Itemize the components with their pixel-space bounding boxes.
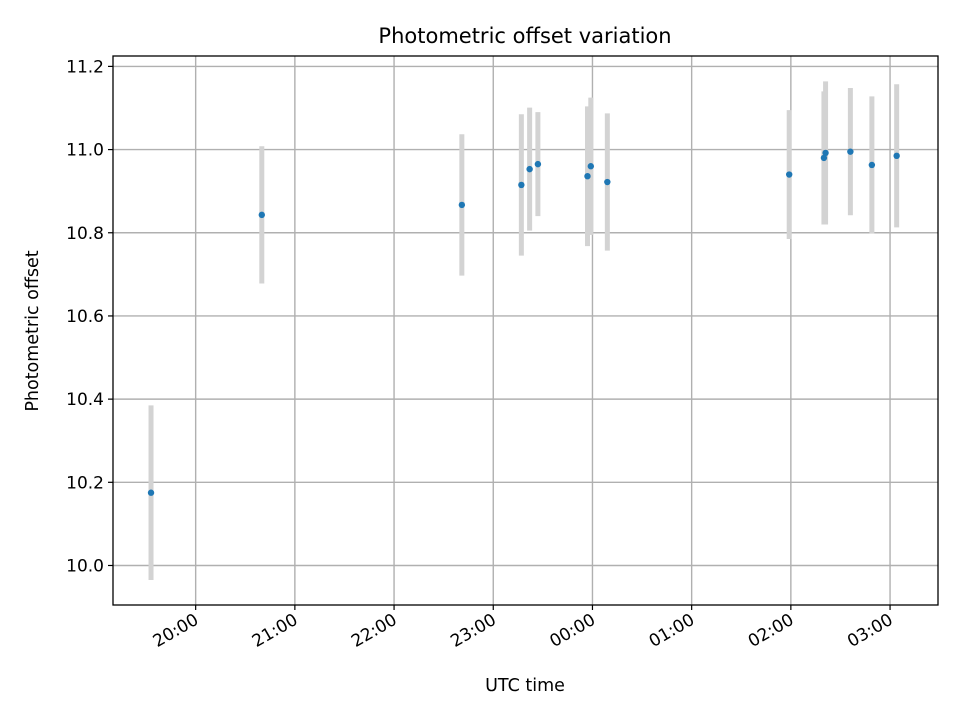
y-tick-label: 10.2 xyxy=(66,473,104,493)
data-point xyxy=(584,172,591,180)
data-point xyxy=(820,154,828,162)
y-axis-label: Photometric offset xyxy=(23,250,43,411)
error-bars xyxy=(148,81,900,581)
x-tick-label: 21:00 xyxy=(249,610,301,652)
y-axis: 10.0 10.2 10.4 10.6 10.8 11.0 11.2 xyxy=(66,57,113,576)
y-tick-label: 11.0 xyxy=(66,141,104,161)
y-tick-label: 10.4 xyxy=(66,390,104,410)
data-point xyxy=(258,211,265,219)
data-point xyxy=(534,160,542,168)
data-point xyxy=(893,152,900,160)
y-tick-label: 10.6 xyxy=(66,307,104,327)
data-point xyxy=(604,178,611,186)
x-tick-label: 23:00 xyxy=(447,610,499,652)
y-tick-label: 11.2 xyxy=(66,57,104,77)
y-tick-label: 10.0 xyxy=(66,556,104,576)
data-point xyxy=(587,163,595,170)
x-axis: 20:00 21:00 22:00 23:00 00:00 01:00 02:00 03:00 xyxy=(150,605,897,652)
plot-frame xyxy=(112,55,939,606)
data-point xyxy=(786,171,793,178)
data-point xyxy=(458,201,466,209)
data-point xyxy=(518,181,525,189)
grid-lines xyxy=(113,56,938,605)
x-tick-label: 01:00 xyxy=(646,610,698,652)
chart-title: Photometric offset variation xyxy=(378,24,671,48)
x-tick-label: 20:00 xyxy=(150,610,202,652)
data-point xyxy=(147,489,155,496)
x-tick-label: 00:00 xyxy=(547,610,599,652)
x-tick-label: 02:00 xyxy=(745,610,797,652)
data-point xyxy=(822,149,829,157)
data-points xyxy=(147,148,900,496)
x-axis-label: UTC time xyxy=(485,676,565,696)
data-point xyxy=(526,165,533,173)
data-point xyxy=(868,161,876,169)
y-tick-label: 10.8 xyxy=(66,224,104,244)
x-tick-label: 03:00 xyxy=(844,610,896,652)
x-tick-label: 22:00 xyxy=(348,610,400,652)
data-point xyxy=(847,148,854,155)
